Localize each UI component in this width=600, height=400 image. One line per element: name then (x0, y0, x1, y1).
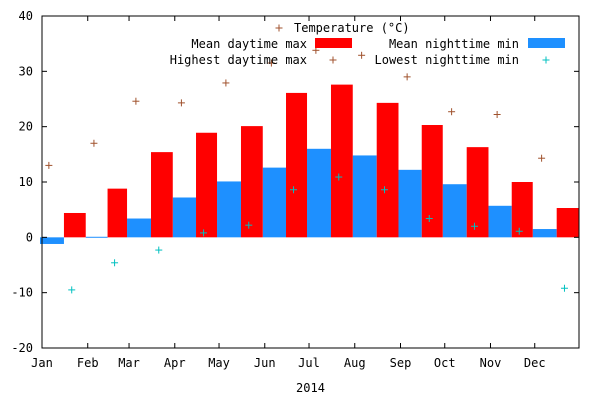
lowest-min-point (290, 186, 298, 194)
lowest-min-point (515, 227, 523, 235)
nighttime-min-bar (442, 184, 467, 238)
y-tick-label: 10 (19, 175, 33, 189)
highest-max-point (403, 73, 411, 81)
x-tick-label: Jan (31, 356, 53, 370)
lowest-min-point (470, 222, 478, 230)
nighttime-min-bar (172, 197, 197, 238)
daytime-max-bars (63, 84, 579, 238)
highest-max-point (493, 110, 501, 118)
daytime-max-bar (107, 188, 128, 238)
daytime-max-bar (511, 182, 533, 238)
highest-max-points (45, 46, 546, 169)
x-tick-label: Dec (524, 356, 546, 370)
x-axis: Jan Feb Mar Apr May Jun Jul Aug Sep Oct Nov Dec (31, 16, 546, 370)
x-tick-label: Mar (118, 356, 140, 370)
x-tick-label: Nov (480, 356, 502, 370)
daytime-max-bar (63, 212, 86, 238)
legend-daytime-max-label: Mean daytime max (191, 37, 307, 51)
nighttime-min-bar (488, 205, 512, 238)
legend-nighttime-min-label: Mean nighttime min (389, 37, 519, 51)
legend-lowest-min-label: Lowest nighttime min (375, 53, 520, 67)
daytime-max-bar (376, 102, 399, 238)
legend-highest-max-swatch (329, 56, 337, 64)
lowest-min-point (425, 215, 433, 223)
highest-max-point (90, 139, 98, 147)
daytime-max-bar (466, 147, 489, 238)
lowest-min-points (68, 173, 568, 294)
nighttime-min-bar (262, 167, 287, 238)
highest-max-point (177, 99, 185, 107)
highest-max-point (267, 59, 275, 67)
x-tick-label: Jun (254, 356, 276, 370)
x-tick-label: Feb (77, 356, 99, 370)
lowest-min-point (68, 286, 76, 294)
lowest-min-point (560, 284, 568, 292)
daytime-max-bar (556, 208, 579, 238)
x-tick-label: May (208, 356, 230, 370)
y-tick-label: -10 (11, 286, 33, 300)
x-tick-label: Apr (164, 356, 186, 370)
lowest-min-point (335, 173, 343, 181)
daytime-max-bar (240, 126, 263, 238)
nighttime-min-bar (307, 148, 331, 238)
nighttime-min-bar (532, 229, 557, 238)
legend-nighttime-min-swatch (528, 38, 565, 48)
nighttime-min-bars (40, 148, 557, 244)
daytime-max-bar (286, 92, 308, 238)
y-tick-label: 40 (19, 9, 33, 23)
lowest-min-point (200, 229, 208, 237)
highest-max-point (538, 154, 546, 162)
daytime-max-bar (421, 125, 443, 238)
nighttime-min-bar (352, 155, 377, 238)
daytime-max-bar (196, 132, 218, 238)
y-tick-label: 0 (26, 230, 33, 244)
legend-highest-max-label: Highest daytime max (170, 53, 307, 67)
lowest-min-point (245, 221, 253, 229)
x-tick-label: Aug (344, 356, 366, 370)
highest-max-point (132, 97, 140, 105)
y-axis: -20 -10 0 10 20 30 40 (11, 9, 579, 355)
highest-max-point (448, 108, 456, 116)
lowest-min-point (380, 186, 388, 194)
highest-max-point (222, 79, 230, 87)
x-axis-label: 2014 (296, 381, 325, 395)
nighttime-min-bar (40, 237, 64, 244)
lowest-min-point (155, 246, 163, 254)
highest-max-point (358, 51, 366, 59)
nighttime-min-bar (85, 236, 108, 238)
legend: Temperature (°C) Mean daytime max Mean nig… (170, 21, 565, 67)
nighttime-min-bar (217, 181, 241, 238)
y-tick-label: 20 (19, 120, 33, 134)
y-tick-label: -20 (11, 341, 33, 355)
highest-max-point (45, 161, 53, 169)
legend-lowest-min-swatch (542, 56, 550, 64)
lowest-min-point (111, 259, 119, 267)
nighttime-min-bar (127, 218, 151, 238)
daytime-max-bar (330, 84, 353, 238)
legend-title: Temperature (°C) (294, 21, 410, 35)
x-tick-label: Jul (298, 356, 320, 370)
daytime-max-bar (150, 152, 173, 238)
y-tick-label: 30 (19, 64, 33, 78)
legend-title-marker (275, 24, 283, 32)
legend-daytime-max-swatch (315, 38, 352, 48)
x-tick-label: Oct (434, 356, 456, 370)
nighttime-min-bar (398, 169, 422, 238)
x-tick-label: Sep (390, 356, 412, 370)
